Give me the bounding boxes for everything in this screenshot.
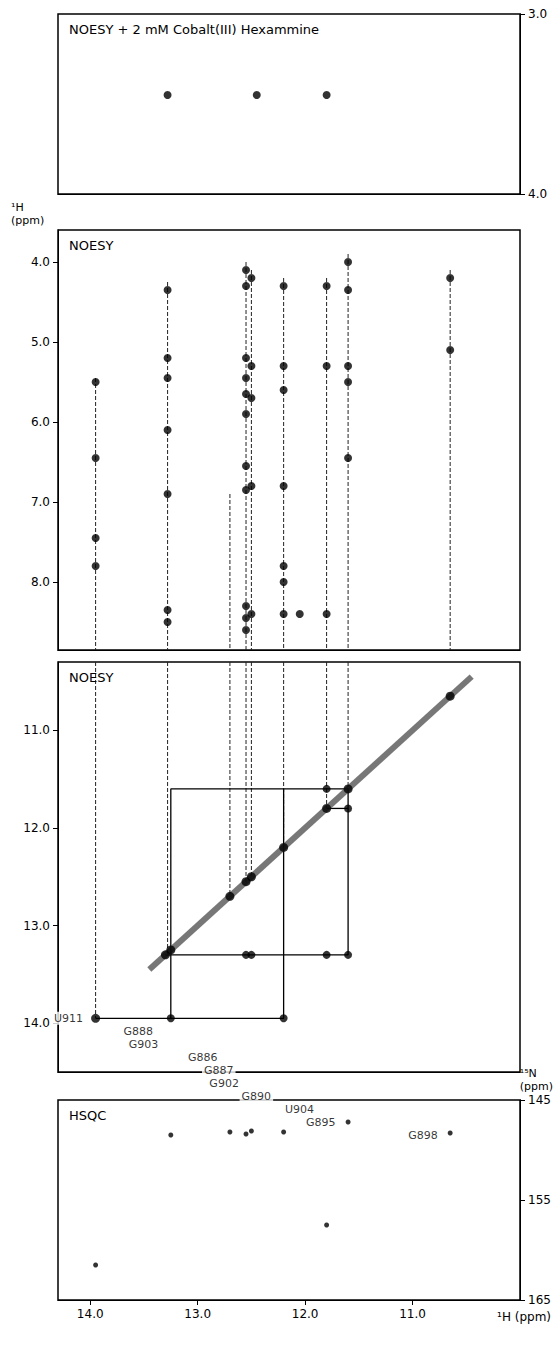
- svg-text:G895: G895: [306, 1116, 336, 1129]
- svg-text:(ppm): (ppm): [11, 214, 44, 227]
- svg-text:145: 145: [528, 1093, 551, 1107]
- svg-text:G898: G898: [408, 1129, 438, 1142]
- svg-text:G888: G888: [123, 1025, 153, 1038]
- svg-text:¹H (ppm): ¹H (ppm): [497, 1310, 551, 1324]
- svg-text:155: 155: [528, 1193, 551, 1207]
- svg-text:7.0: 7.0: [31, 495, 50, 509]
- svg-text:NOESY: NOESY: [69, 238, 113, 253]
- svg-text:4.0: 4.0: [31, 255, 50, 269]
- svg-text:(ppm): (ppm): [520, 1080, 553, 1093]
- svg-text:12.0: 12.0: [23, 821, 50, 835]
- svg-text:6.0: 6.0: [31, 415, 50, 429]
- svg-text:U904: U904: [285, 1103, 314, 1116]
- svg-text:8.0: 8.0: [31, 575, 50, 589]
- svg-text:11.0: 11.0: [23, 723, 50, 737]
- svg-text:U911: U911: [54, 1012, 83, 1025]
- svg-text:¹⁵N: ¹⁵N: [520, 1067, 537, 1080]
- svg-text:14.0: 14.0: [23, 1016, 50, 1030]
- svg-text:13.0: 13.0: [23, 919, 50, 933]
- svg-text:165: 165: [528, 1293, 551, 1307]
- svg-text:HSQC: HSQC: [69, 1108, 106, 1123]
- svg-text:14.0: 14.0: [77, 1307, 104, 1321]
- svg-text:G886: G886: [188, 1051, 218, 1064]
- svg-text:G903: G903: [129, 1038, 159, 1051]
- svg-text:G890: G890: [242, 1090, 272, 1103]
- svg-text:3.0: 3.0: [528, 7, 547, 21]
- svg-text:G887: G887: [204, 1064, 234, 1077]
- svg-text:11.0: 11.0: [399, 1307, 426, 1321]
- svg-text:4.0: 4.0: [528, 187, 547, 201]
- svg-text:NOESY: NOESY: [69, 670, 113, 685]
- svg-text:¹H: ¹H: [11, 201, 24, 214]
- svg-text:NOESY + 2 mM Cobalt(III) Hexam: NOESY + 2 mM Cobalt(III) Hexammine: [69, 22, 319, 37]
- svg-text:12.0: 12.0: [292, 1307, 319, 1321]
- svg-text:5.0: 5.0: [31, 335, 50, 349]
- svg-text:13.0: 13.0: [184, 1307, 211, 1321]
- svg-text:G902: G902: [209, 1077, 239, 1090]
